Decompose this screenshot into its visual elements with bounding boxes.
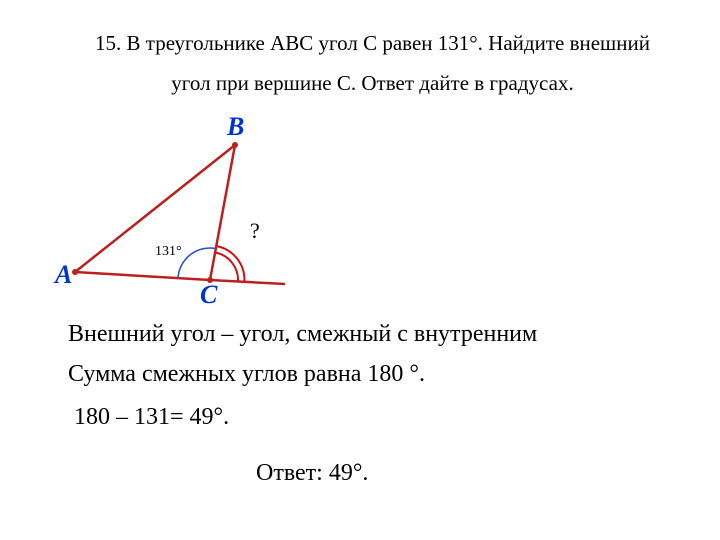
unknown-angle: ? bbox=[250, 218, 260, 244]
page: 15. В треугольнике ABC угол C равен 131°… bbox=[0, 0, 720, 540]
angle-value: 131° bbox=[155, 244, 182, 260]
triangle-figure: A B C 131° ? bbox=[55, 110, 315, 300]
triangle-svg bbox=[55, 110, 315, 310]
calculation: 180 – 131= 49°. bbox=[74, 404, 229, 431]
vertex-label-b: B bbox=[227, 112, 244, 142]
vertex-label-c: C bbox=[200, 280, 217, 310]
final-answer: Ответ: 49°. bbox=[256, 460, 368, 487]
solution-line-1: Внешний угол – угол, смежный с внутренни… bbox=[68, 321, 537, 348]
vertex-label-a: A bbox=[55, 260, 72, 290]
solution-line-2: Сумма смежных углов равна 180 °. bbox=[68, 361, 425, 388]
problem-statement: 15. В треугольнике ABC угол C равен 131°… bbox=[95, 24, 650, 104]
